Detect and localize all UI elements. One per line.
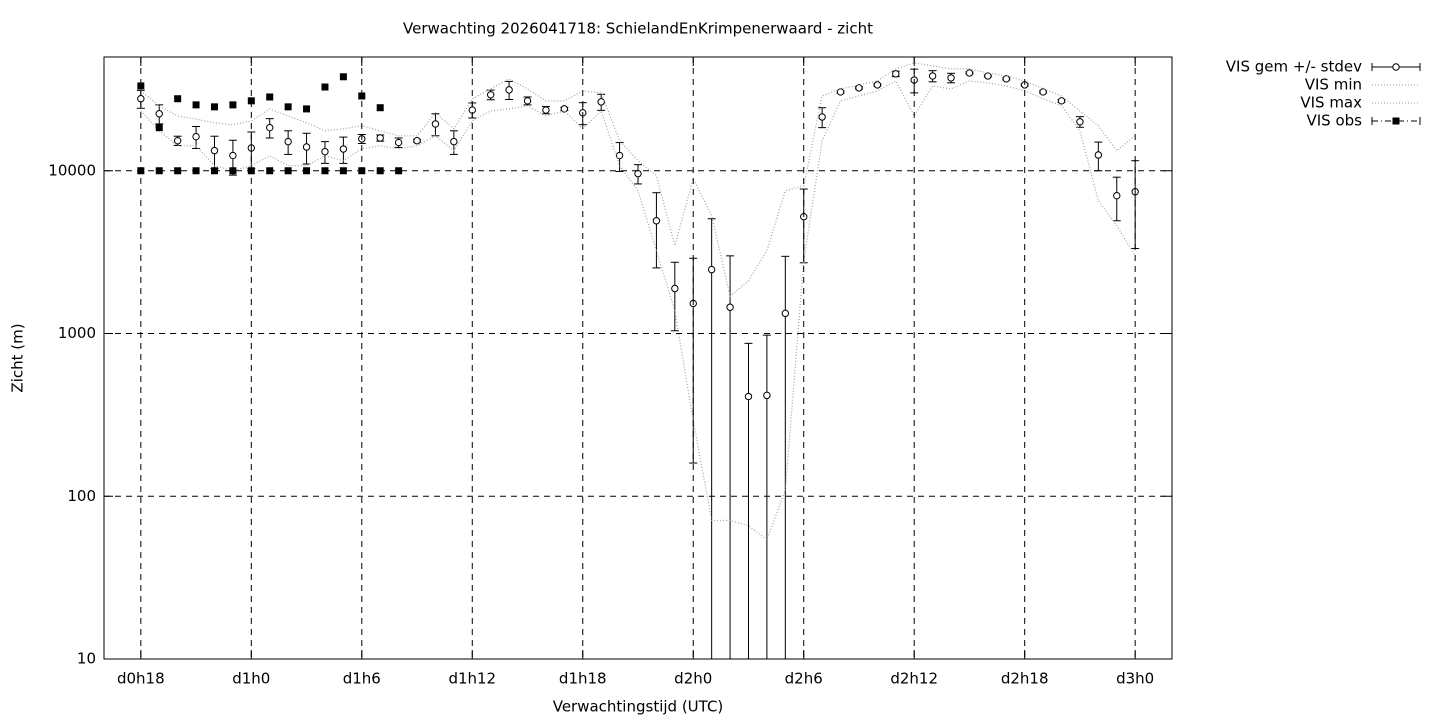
point (892, 70, 900, 78)
point (928, 72, 937, 80)
point (229, 101, 237, 109)
point (984, 72, 992, 80)
point (873, 81, 882, 89)
point (763, 391, 771, 400)
point (1076, 118, 1084, 126)
point (1113, 191, 1121, 200)
y-tick-label: 100 (67, 487, 96, 505)
point (155, 124, 163, 132)
point (137, 95, 145, 103)
point (486, 91, 495, 99)
legend-label: VIS obs (1307, 112, 1363, 130)
point (560, 105, 569, 113)
point (210, 103, 218, 111)
point (321, 83, 329, 91)
point (671, 284, 679, 293)
point (450, 137, 458, 146)
y-axis-label: Zicht (m) (9, 323, 27, 392)
point (376, 104, 384, 112)
point (247, 97, 255, 105)
point (174, 95, 182, 103)
point (707, 265, 716, 274)
legend-label: VIS max (1300, 94, 1362, 112)
point (744, 392, 753, 401)
point (523, 97, 532, 105)
legend-marker (1392, 63, 1400, 71)
legend-label: VIS min (1305, 76, 1362, 94)
series-line (140, 80, 1136, 541)
point (155, 110, 163, 118)
point (339, 167, 347, 175)
point (1002, 75, 1010, 83)
series-line (140, 62, 1136, 298)
x-tick-label: d0h18 (117, 670, 165, 688)
x-tick-label: d1h12 (448, 670, 496, 688)
legend-marker (1392, 117, 1400, 125)
point (266, 93, 274, 101)
point (303, 105, 311, 113)
point (781, 309, 790, 318)
point (266, 123, 274, 132)
x-tick-label: d2h12 (890, 670, 938, 688)
point (210, 146, 219, 155)
point (965, 69, 974, 77)
point (413, 136, 421, 145)
point (1039, 88, 1047, 96)
point (652, 217, 661, 225)
point (174, 167, 182, 175)
point (615, 151, 624, 160)
y-tick-label: 10000 (48, 161, 96, 179)
chart-title: Verwachting 2026041718: SchielandEnKrimp… (403, 20, 873, 38)
point (818, 113, 826, 121)
point (339, 145, 348, 153)
y-tick-label: 1000 (58, 324, 96, 342)
point (376, 134, 384, 142)
point (192, 101, 200, 109)
point (321, 147, 329, 156)
point (1094, 151, 1103, 159)
point (1057, 97, 1066, 105)
point (173, 136, 182, 145)
point (634, 169, 642, 178)
point (395, 167, 403, 175)
x-tick-label: d2h0 (674, 670, 712, 688)
point (394, 138, 403, 147)
x-tick-label: d1h6 (343, 670, 381, 688)
point (431, 120, 440, 128)
point (597, 98, 605, 106)
x-tick-label: d3h0 (1116, 670, 1154, 688)
point (192, 132, 200, 141)
point (229, 151, 237, 160)
legend-label: VIS gem +/- stdev (1226, 58, 1362, 76)
point (339, 73, 347, 81)
plot-area (136, 62, 1140, 659)
x-axis-label: Verwachtingstijd (UTC) (553, 698, 724, 716)
point (542, 106, 550, 114)
y-tick-label: 10 (77, 650, 96, 668)
point (947, 74, 955, 82)
point (836, 88, 845, 96)
x-tick-label: d2h6 (785, 670, 823, 688)
point (726, 303, 734, 311)
point (284, 137, 292, 146)
point (855, 84, 863, 92)
point (284, 167, 292, 175)
point (302, 143, 311, 151)
point (137, 82, 145, 90)
plot-frame (103, 56, 1173, 660)
point (229, 167, 237, 175)
point (505, 86, 513, 94)
x-tick-label: d1h18 (559, 670, 607, 688)
x-tick-label: d2h18 (1001, 670, 1049, 688)
x-tick-label: d1h0 (232, 670, 270, 688)
point (284, 103, 292, 111)
